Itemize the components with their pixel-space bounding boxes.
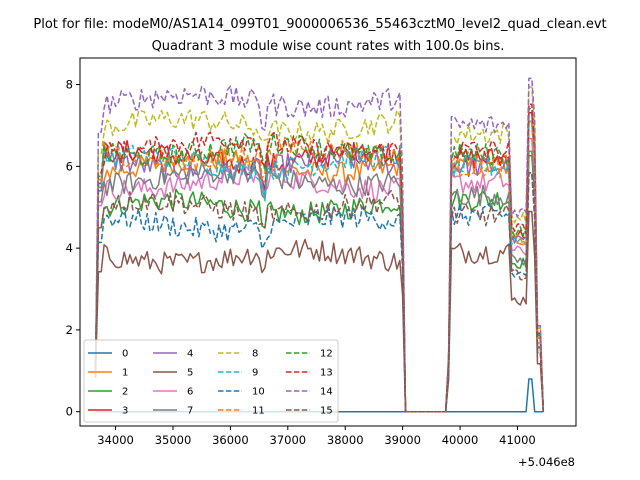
x-tick-label: 34000	[97, 433, 134, 447]
legend-label-5: 5	[187, 368, 193, 379]
legend-label-9: 9	[252, 368, 258, 379]
x-tick-label: 37000	[270, 433, 307, 447]
series-layer	[94, 77, 545, 413]
plot-frame	[79, 57, 577, 427]
y-tick-label: 6	[66, 159, 73, 173]
y-tick-label: 0	[66, 405, 73, 419]
x-tick-label: 41000	[499, 433, 536, 447]
legend-label-3: 3	[122, 406, 128, 417]
series-line-7	[94, 150, 545, 413]
legend-label-0: 0	[122, 349, 128, 360]
y-axis: 0 2 4 6 8	[66, 78, 80, 419]
legend-label-15: 15	[320, 406, 333, 417]
legend-box	[83, 339, 339, 423]
x-tick-label: 38000	[327, 433, 364, 447]
x-tick-label: 36000	[212, 433, 249, 447]
legend-label-10: 10	[252, 387, 265, 398]
x-axis: 34000 35000 36000 37000 38000 39000 40000 41000	[97, 426, 536, 447]
legend-label-11: 11	[252, 406, 265, 417]
figure-suptitle: Plot for file: modeM0/AS1A14_099T01_9000…	[33, 17, 606, 32]
x-tick-label: 35000	[155, 433, 192, 447]
legend-label-7: 7	[187, 406, 193, 417]
y-tick-label: 8	[66, 78, 73, 92]
chart-title: Quadrant 3 module wise count rates with …	[152, 39, 505, 54]
series-line-5	[94, 210, 545, 413]
legend-label-4: 4	[187, 349, 193, 360]
legend-label-13: 13	[320, 368, 333, 379]
series-line-8	[94, 86, 545, 413]
x-tick-label: 40000	[442, 433, 479, 447]
legend-label-6: 6	[187, 387, 193, 398]
series-line-6	[94, 137, 545, 413]
x-offset-label: +5.046e8	[518, 455, 575, 469]
y-tick-label: 2	[66, 323, 73, 337]
series-line-9	[94, 120, 545, 413]
series-line-15	[94, 172, 545, 413]
x-tick-label: 39000	[384, 433, 421, 447]
y-tick-label: 4	[66, 241, 73, 255]
legend-label-12: 12	[320, 349, 333, 360]
series-line-13	[94, 103, 545, 413]
legend-label-2: 2	[122, 387, 128, 398]
series-line-12	[94, 107, 545, 413]
series-line-10	[94, 172, 545, 413]
legend-label-1: 1	[122, 368, 128, 379]
legend-label-8: 8	[252, 349, 258, 360]
series-line-14	[94, 77, 545, 413]
legend-label-14: 14	[320, 387, 333, 398]
